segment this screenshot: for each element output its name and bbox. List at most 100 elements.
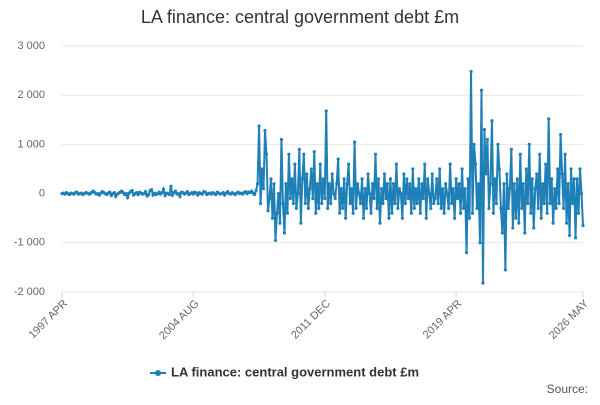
point (327, 182, 331, 186)
point (308, 187, 312, 191)
point (417, 177, 421, 181)
point (258, 201, 263, 206)
point (267, 196, 272, 201)
point (506, 206, 510, 210)
point (479, 88, 484, 92)
point (364, 206, 369, 210)
point (426, 177, 430, 181)
point (357, 192, 361, 196)
point (560, 172, 564, 176)
point (579, 192, 584, 196)
point (352, 140, 357, 144)
point (412, 206, 416, 210)
point (497, 167, 502, 171)
point (409, 211, 413, 215)
point (303, 201, 307, 206)
point (415, 201, 419, 206)
point (329, 201, 333, 206)
point (149, 188, 154, 192)
point (350, 187, 354, 191)
point (438, 167, 442, 171)
point (260, 167, 264, 171)
point (408, 182, 412, 186)
point (203, 190, 207, 194)
point (481, 281, 485, 285)
point (551, 221, 555, 225)
point (124, 192, 128, 196)
point (281, 201, 285, 206)
point (315, 182, 319, 186)
point (326, 206, 330, 210)
point (445, 192, 449, 196)
point (566, 182, 570, 186)
point (505, 172, 509, 176)
point (388, 177, 393, 181)
point (430, 172, 434, 176)
point (402, 172, 406, 176)
point (221, 191, 225, 195)
point (444, 182, 448, 186)
point (478, 241, 482, 245)
y-tick-label: 0 (39, 188, 45, 200)
point (261, 187, 266, 191)
point (399, 192, 403, 196)
point (294, 206, 298, 210)
point (278, 221, 282, 225)
point (214, 192, 218, 197)
point (450, 201, 454, 206)
point (376, 177, 381, 181)
source: Source: (547, 382, 588, 396)
point (521, 182, 525, 186)
point (432, 201, 436, 206)
point (360, 177, 364, 181)
point (441, 187, 445, 191)
legend-label: LA finance: central government debt £m (171, 364, 419, 379)
point (387, 216, 391, 220)
y-tick-label: 2 000 (17, 89, 45, 101)
point (485, 137, 490, 142)
point (517, 221, 521, 225)
point (488, 182, 493, 186)
point (169, 184, 173, 188)
point (178, 194, 182, 199)
point (435, 177, 439, 181)
point (575, 177, 579, 181)
point (287, 152, 291, 156)
point (321, 177, 325, 181)
point (263, 129, 267, 133)
point (291, 201, 295, 206)
point (367, 192, 372, 196)
point (176, 192, 181, 196)
point (393, 201, 397, 206)
point (363, 187, 367, 191)
point (448, 162, 452, 166)
point (482, 128, 487, 132)
point (572, 177, 576, 181)
point (255, 182, 260, 186)
point (520, 206, 524, 210)
point (314, 211, 318, 215)
point (252, 192, 257, 197)
point (196, 193, 200, 197)
point (436, 201, 440, 206)
point (391, 182, 396, 186)
point (411, 167, 415, 171)
point (512, 182, 516, 186)
point (369, 211, 373, 215)
point (161, 187, 166, 191)
point (405, 177, 409, 181)
point (523, 231, 527, 235)
point (442, 211, 446, 215)
point (339, 187, 343, 191)
series-line (61, 71, 584, 284)
point (200, 192, 204, 196)
point (338, 211, 342, 215)
point (264, 152, 269, 156)
point (296, 192, 300, 196)
point (257, 124, 261, 128)
point (300, 177, 304, 181)
point (173, 189, 178, 193)
x-tick-label: 2019 APR (421, 298, 465, 342)
y-tick-label: 3 000 (17, 40, 45, 52)
point (185, 190, 189, 194)
